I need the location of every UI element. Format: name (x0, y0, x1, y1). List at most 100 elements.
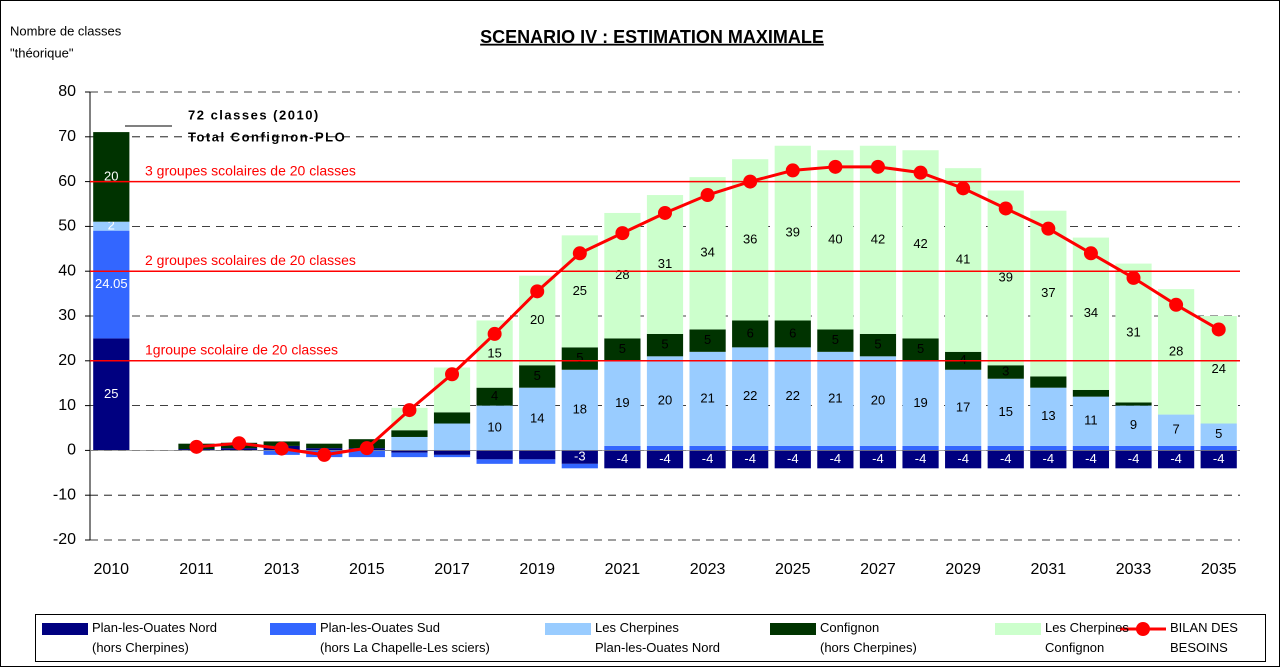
data-label: -4 (830, 451, 842, 466)
line-marker (615, 226, 630, 241)
data-label: 5 (874, 337, 881, 352)
y-tick-label: 0 (67, 442, 76, 459)
bar-segment (774, 445, 811, 451)
data-label: -4 (787, 451, 799, 466)
legend-frame (35, 614, 1266, 662)
bar-segment (1072, 450, 1110, 469)
bar-segment (859, 145, 897, 334)
y-axis-label: "théorique" (10, 45, 74, 60)
data-label: 36 (743, 231, 757, 246)
x-tick-label: 2025 (775, 561, 811, 578)
bar-segment (1115, 405, 1152, 446)
line-marker (870, 159, 885, 174)
y-tick-label: 20 (58, 352, 76, 369)
bar-segment (817, 351, 854, 446)
bar-segment (1030, 387, 1067, 446)
bar-segment (902, 338, 939, 361)
data-label: -4 (1085, 451, 1097, 466)
x-tick-label: 2023 (690, 561, 726, 578)
data-label: -4 (872, 451, 884, 466)
bar-segment (945, 445, 982, 451)
bar-segment (732, 450, 769, 469)
line-marker (743, 174, 758, 189)
data-label: 42 (871, 231, 885, 246)
bar-segment (519, 459, 556, 464)
bar-segment (306, 443, 343, 449)
bar-segment (1072, 445, 1110, 451)
bar-segment (604, 338, 641, 361)
line-marker (828, 159, 843, 174)
data-label: 7 (1172, 422, 1179, 437)
bar-segment (902, 360, 939, 446)
data-label: 15 (999, 404, 1013, 419)
data-label: 19 (615, 395, 629, 410)
y-tick-label: 30 (58, 307, 76, 324)
bar-segment (1030, 210, 1067, 377)
bar-segment (646, 333, 684, 357)
annotation: Total Confignon-PLO (188, 129, 346, 144)
y-tick-label: 40 (58, 262, 76, 279)
y-axis-label: Nombre de classes (10, 23, 122, 38)
line-marker (700, 188, 715, 203)
reference-label: 2 groupes scolaires de 20 classes (145, 252, 356, 268)
reference-label: 3 groupes scolaires de 20 classes (145, 162, 356, 178)
bar-segment (391, 436, 428, 451)
data-label: -4 (1043, 451, 1055, 466)
bar-segment (93, 230, 130, 339)
data-label: -4 (1170, 451, 1182, 466)
bar-segment (1200, 450, 1237, 469)
bar-segment (732, 445, 769, 451)
line-marker (402, 403, 417, 418)
data-label: 14 (530, 410, 544, 425)
line-marker (1083, 246, 1098, 261)
bar-segment (1030, 450, 1067, 469)
bar-segment (859, 356, 897, 446)
data-label: 22 (743, 388, 757, 403)
bar-segment (561, 450, 598, 464)
annotation: 72 classes (2010) (188, 107, 320, 122)
data-label: 2 (108, 218, 115, 233)
bar-segment (732, 347, 769, 446)
data-label: 31 (658, 256, 672, 271)
x-tick-label: 2011 (179, 561, 214, 578)
bar-segment (774, 320, 811, 348)
bar-segment (774, 450, 811, 469)
data-label: -4 (702, 451, 714, 466)
data-label: 20 (658, 393, 672, 408)
data-label: 20 (530, 312, 544, 327)
data-label: -4 (744, 451, 756, 466)
bar-segment (476, 387, 513, 406)
bar-segment (689, 450, 726, 469)
bar-segment (1158, 445, 1195, 451)
data-label: 40 (828, 231, 842, 246)
line-marker (1211, 322, 1226, 337)
bar-segment (93, 338, 130, 451)
line-marker (913, 165, 928, 180)
bar-segment (646, 445, 684, 451)
line-marker (998, 201, 1013, 216)
bar-segment (1115, 450, 1152, 469)
bar-segment (93, 221, 130, 231)
bar-segment (476, 405, 513, 451)
data-label: 37 (1041, 285, 1055, 300)
bar-segment (732, 320, 769, 348)
bar-segment (561, 369, 598, 451)
data-label: -4 (1213, 451, 1225, 466)
data-label: 5 (832, 332, 839, 347)
bar-segment (945, 369, 982, 446)
bar-segment (1030, 376, 1067, 388)
bar-segment (1030, 445, 1067, 451)
data-label: 13 (1041, 408, 1055, 423)
data-label: 18 (573, 402, 587, 417)
bar-segment (1115, 445, 1152, 451)
bar-segment (646, 356, 684, 446)
bar-segment (859, 445, 897, 451)
line-marker (1126, 270, 1141, 285)
data-label: 34 (700, 245, 714, 260)
bar-segment (1072, 396, 1110, 446)
bar-segment (433, 423, 471, 451)
line-marker (658, 205, 672, 220)
x-tick-label: 2021 (605, 561, 641, 578)
x-tick-label: 2031 (1031, 561, 1067, 578)
data-label: 28 (615, 267, 629, 282)
